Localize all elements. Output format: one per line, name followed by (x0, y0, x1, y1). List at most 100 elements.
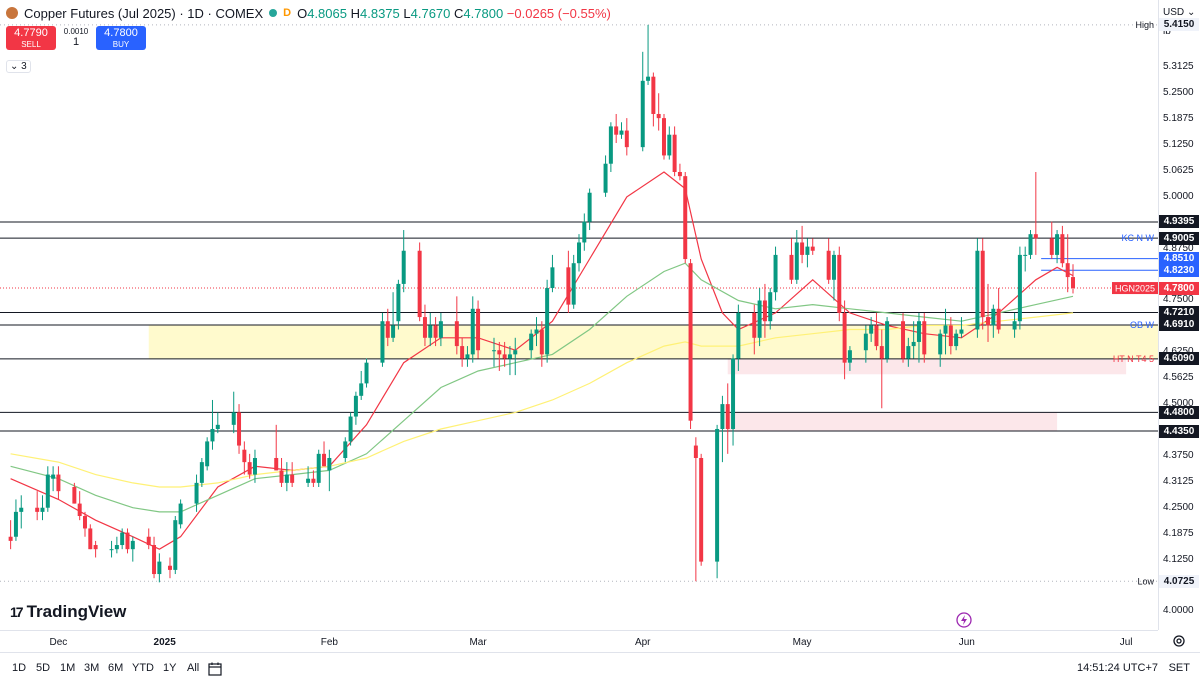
candle (571, 254, 576, 309)
data-status-letter: D (283, 7, 292, 19)
candle-body (874, 325, 879, 347)
candle (13, 499, 18, 541)
candle-body (826, 250, 831, 280)
candle-body (396, 283, 401, 322)
range-button-ytd[interactable]: YTD (132, 662, 154, 674)
candle-body (353, 395, 358, 417)
time-tick-label: Jul (1119, 637, 1133, 648)
session-button[interactable]: SET (1168, 662, 1190, 674)
candle-body (231, 412, 236, 425)
candle (938, 329, 943, 367)
utc-clock[interactable]: 14:51:24 UTC+7 (1076, 662, 1158, 674)
price-tick-label: 4.3125 (1163, 475, 1194, 487)
time-axis[interactable]: Dec 2025 Feb Mar Apr May Jun Jul (0, 630, 1158, 653)
range-button-1y[interactable]: 1Y (163, 662, 177, 674)
calendar-icon[interactable] (207, 661, 223, 677)
candle-body (715, 428, 720, 562)
candle (667, 126, 672, 160)
candle (757, 288, 762, 347)
price-chart[interactable]: High Low KC N W OB W HT N T4 5 HGN2025 (0, 0, 1158, 630)
high-price-tag: 5.4150 (1159, 18, 1199, 32)
candle (252, 449, 257, 483)
candle (789, 238, 794, 284)
price-tick-label: 4.6250 (1163, 346, 1194, 357)
candle-body (577, 242, 581, 264)
candle-body (13, 511, 18, 537)
lightning-icon[interactable] (956, 612, 972, 628)
candle-body (492, 350, 497, 352)
spread-quantity[interactable]: 0.0010 1 (63, 27, 89, 48)
time-tick-label: Apr (634, 637, 651, 648)
candle-body (566, 267, 571, 305)
candle-body (614, 126, 619, 135)
candle (433, 317, 438, 347)
candle-body (842, 312, 847, 363)
range-button-all[interactable]: All (187, 662, 200, 674)
candle-body (173, 520, 178, 570)
candle-body (996, 308, 1001, 330)
candle (35, 491, 40, 521)
settings-gear-icon[interactable] (1172, 634, 1186, 648)
candle (577, 234, 581, 272)
candle (210, 399, 215, 450)
level-price-tag: 4.7210 (1159, 306, 1199, 319)
price-tick-label: 5.0625 (1163, 164, 1194, 176)
candle-body (582, 221, 587, 243)
range-button-1d[interactable]: 1D (12, 662, 27, 674)
low-label: Low (1137, 576, 1154, 586)
bottom-toolbar: 1D 5D 1M 3M 6M YTD 1Y All 14:51:24 UTC+7 SET (0, 652, 1200, 685)
candle-body (911, 341, 916, 347)
candle (322, 441, 327, 467)
candle-body (8, 536, 13, 541)
candle-body (794, 242, 799, 280)
candle-body (571, 263, 576, 305)
candle (465, 346, 470, 367)
range-button-5d[interactable]: 5D (36, 662, 51, 674)
candle-body (274, 457, 279, 471)
symbol-title[interactable]: Copper Futures (Jul 2025) · 1D · COMEX (24, 5, 264, 21)
candle (874, 312, 879, 351)
candle (672, 126, 677, 177)
candle (837, 246, 842, 322)
candle-body (205, 441, 210, 467)
candle (879, 329, 884, 409)
price-tick-label: 4.0000 (1163, 605, 1194, 617)
candle (194, 474, 199, 512)
price-axis[interactable]: USD ⌄ lb 4.00004.06254.12504.18754.25004… (1158, 0, 1200, 630)
candle (805, 238, 810, 268)
range-button-6m[interactable]: 6M (108, 662, 124, 674)
unit-label[interactable]: lb (1163, 26, 1171, 37)
buy-button[interactable]: 4.7800 BUY (96, 26, 146, 50)
level-price-tag: 4.4350 (1159, 424, 1199, 438)
candle-body (1055, 234, 1060, 255)
candle-body (237, 412, 242, 446)
sell-button[interactable]: 4.7790 SELL (6, 26, 56, 50)
candle-body (178, 503, 183, 525)
range-button-1m[interactable]: 1M (60, 662, 76, 674)
tradingview-logo[interactable]: 17 TradingView (10, 602, 127, 621)
candle (1065, 234, 1070, 293)
candle-body (1012, 321, 1017, 330)
candle (1023, 246, 1028, 272)
level-price-tag: 4.4800 (1159, 405, 1199, 419)
time-tick-label: Mar (469, 637, 487, 648)
indicators-toggle[interactable]: ⌄ 3 (6, 60, 31, 73)
candle-body (35, 507, 40, 512)
candle (353, 391, 358, 425)
candle (640, 51, 645, 152)
currency-selector[interactable]: USD (1163, 7, 1185, 18)
candle-body (640, 80, 645, 148)
candle-body (45, 474, 50, 508)
candle (502, 341, 507, 367)
candle (77, 491, 82, 521)
candle (768, 288, 773, 330)
candle-body (656, 113, 661, 119)
range-button-3m[interactable]: 3M (84, 662, 100, 674)
time-tick-label: Jun (958, 637, 975, 648)
candle-body (1049, 238, 1054, 255)
candle (539, 321, 544, 367)
candle (513, 337, 518, 376)
candle (954, 329, 959, 351)
candle (1049, 221, 1054, 260)
price-tick-label: 4.5000 (1163, 398, 1194, 410)
